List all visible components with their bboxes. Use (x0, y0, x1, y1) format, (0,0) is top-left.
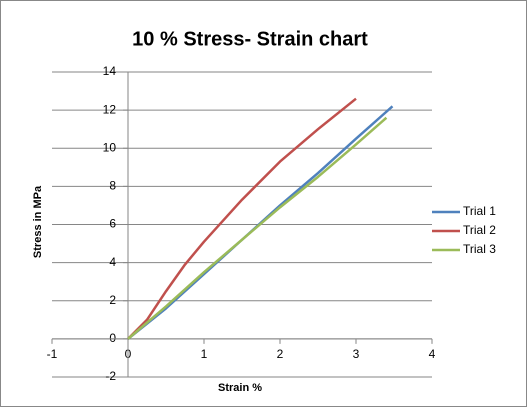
x-tick-label: -1 (47, 347, 58, 361)
y-tick-label: 14 (103, 64, 117, 78)
y-axis-title: Stress in MPa (32, 185, 44, 258)
y-tick-label: 2 (109, 293, 116, 307)
y-tick-label: 0 (109, 331, 116, 345)
x-tick-label: 3 (353, 347, 360, 361)
y-tick-label: 12 (103, 102, 117, 116)
series-line (127, 116, 388, 340)
y-tick-label: 6 (109, 217, 116, 231)
legend-label: Trial 1 (463, 204, 496, 218)
legend-label: Trial 2 (463, 223, 496, 237)
x-axis-title: Strain % (218, 382, 262, 394)
x-tick-label: 4 (429, 347, 436, 361)
y-tick-label: 8 (109, 179, 116, 193)
y-tick-label: 4 (109, 255, 116, 269)
x-tick-label: 1 (201, 347, 208, 361)
y-tick-label: -2 (105, 369, 116, 383)
legend-label: Trial 3 (463, 242, 496, 256)
chart-title: 10 % Stress- Strain chart (132, 28, 368, 50)
series-line (127, 97, 357, 340)
y-tick-label: 10 (103, 140, 117, 154)
x-tick-label: 2 (277, 347, 284, 361)
